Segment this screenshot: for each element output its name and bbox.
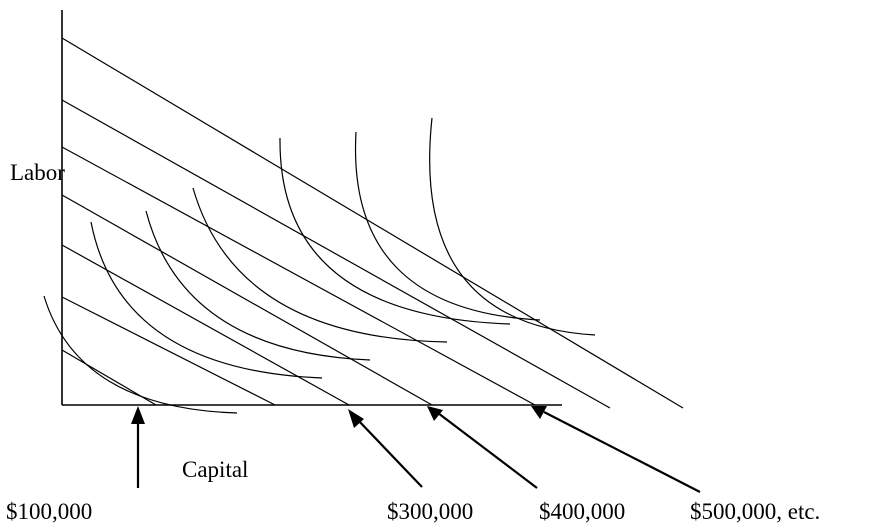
isoquant-curve-1	[43, 295, 238, 414]
capital-axis-label: Capital	[182, 457, 248, 482]
isocost-line-2	[61, 296, 276, 406]
isocost-line-7	[61, 37, 684, 409]
labor-axis-label: Labor	[10, 160, 65, 185]
arrowhead-400000	[427, 406, 443, 421]
isoquant-curve-4	[192, 187, 448, 343]
isoquant-curve-2	[90, 221, 323, 379]
cost-label-100000: $100,000	[6, 499, 92, 524]
cost-label-500000: $500,000, etc.	[690, 499, 820, 524]
isocost-line-6	[61, 99, 611, 409]
cost-arrows	[131, 406, 701, 493]
arrowhead-500000	[531, 406, 547, 419]
isocost-line-4	[61, 194, 433, 406]
arrow-400000	[437, 412, 538, 489]
arrow-300000	[356, 418, 423, 488]
arrowhead-300000	[348, 409, 364, 428]
isocost-lines	[61, 37, 684, 409]
cost-label-400000: $400,000	[539, 499, 625, 524]
isoquant-curve-7	[429, 117, 596, 336]
isocost-line-3	[61, 244, 350, 406]
isoquant-curve-3	[145, 210, 371, 361]
isoquant-curve-6	[354, 131, 541, 321]
isoquant-curve-5	[279, 137, 511, 325]
arrow-500000	[543, 411, 701, 493]
cost-label-300000: $300,000	[387, 499, 473, 524]
arrowhead-100000	[131, 406, 145, 424]
isocost-line-5	[61, 146, 536, 406]
isoquant-curves	[43, 117, 596, 414]
